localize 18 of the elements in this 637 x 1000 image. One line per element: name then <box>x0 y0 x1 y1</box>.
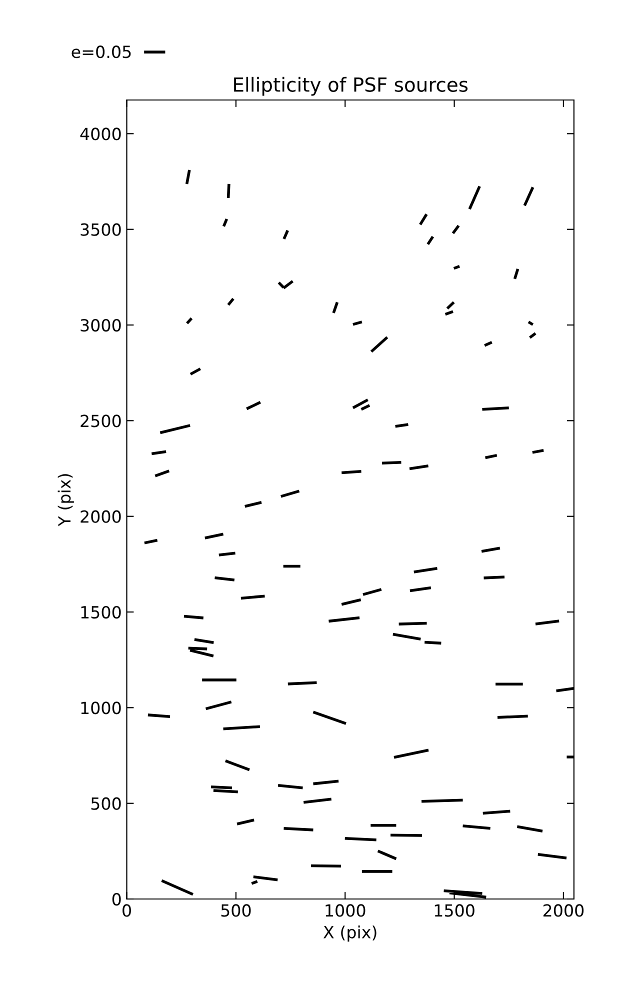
y-tick-label: 1500 <box>81 606 121 619</box>
x-tick-label: 2000 <box>543 904 584 917</box>
x-tick-label: 500 <box>221 904 251 917</box>
x-axis-title: X (pix) <box>323 926 376 942</box>
x-tick-label: 1000 <box>326 904 366 917</box>
x-tick-label: 1500 <box>434 904 474 917</box>
y-tick-label: 500 <box>91 797 121 810</box>
y-tick-label: 3000 <box>80 318 121 332</box>
y-tick-label: 3500 <box>80 223 121 236</box>
x-tick-label: 0 <box>122 904 131 917</box>
y-axis-title: Y (pix) <box>58 474 74 526</box>
y-tick-label: 2000 <box>80 510 121 523</box>
y-tick-label: 4000 <box>80 128 121 140</box>
y-tick-label: 2500 <box>80 414 121 428</box>
y-tick-label: 1000 <box>81 702 121 714</box>
y-tick-label: 0 <box>112 892 121 906</box>
chart-title: Ellipticity of PSF sources <box>234 76 468 96</box>
legend-label: e=0.05 <box>72 46 131 58</box>
